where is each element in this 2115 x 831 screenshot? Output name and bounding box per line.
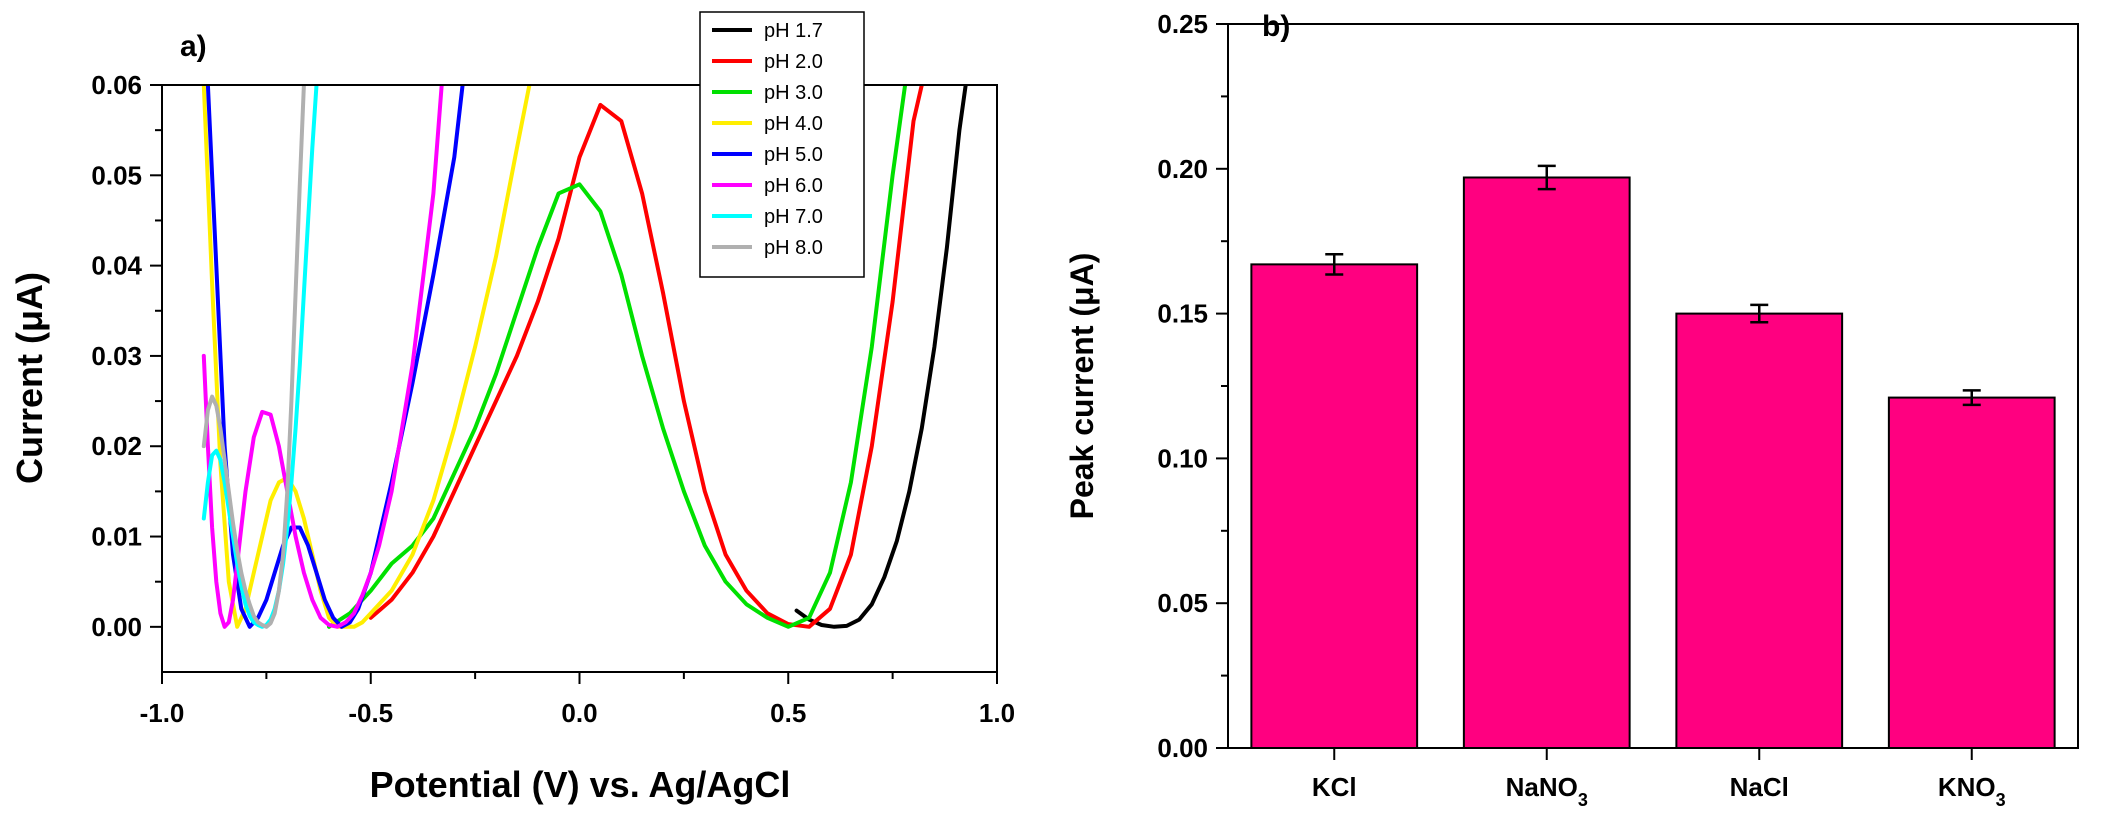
x-tick-label-a: 1.0 xyxy=(979,698,1015,728)
series-line-ph-3-0 xyxy=(327,85,908,629)
legend-entry: pH 7.0 xyxy=(764,206,823,228)
x-tick-label-a: 0.0 xyxy=(561,698,597,728)
legend-a: pH 1.7 pH 2.0 pH 3.0 pH 4.0 pH 5.0 pH 6.0 pH 7… xyxy=(699,11,865,278)
bar xyxy=(1250,263,1419,749)
x-tick-label-b: NaCl xyxy=(1730,772,1789,802)
x-tick-label-a: -0.5 xyxy=(348,698,393,728)
x-tick-label-a: 0.5 xyxy=(770,698,806,728)
series-line-ph-4-0 xyxy=(201,85,532,629)
y-axis-label-a: Current (μA) xyxy=(9,272,50,484)
legend-entry: pH 5.0 xyxy=(764,144,823,166)
y-tick-label-a: 0.02 xyxy=(91,431,142,461)
plot-frame-a xyxy=(161,84,998,673)
y-tick-label-a: 0.00 xyxy=(91,612,142,642)
legend-entry: pH 6.0 xyxy=(764,175,823,197)
bar xyxy=(1675,312,1844,749)
legend-entry: pH 4.0 xyxy=(764,113,823,135)
y-tick-label-a: 0.04 xyxy=(91,251,142,281)
series-line-ph-1-7 xyxy=(794,85,968,629)
y-tick-label-b: 0.05 xyxy=(1157,588,1208,618)
x-tick-label-b: KCl xyxy=(1312,772,1357,802)
legend-entry: pH 1.7 xyxy=(764,20,823,42)
panel-label-a: a) xyxy=(180,30,207,63)
series-group-a xyxy=(201,85,968,629)
bar xyxy=(1462,176,1631,750)
y-tick-label-a: 0.05 xyxy=(91,160,142,190)
legend-entry: pH 3.0 xyxy=(764,82,823,104)
y-tick-label-b: 0.25 xyxy=(1157,9,1208,39)
y-tick-label-a: 0.06 xyxy=(91,70,142,100)
series-line-ph-5-0 xyxy=(205,85,465,629)
y-tick-label-b: 0.00 xyxy=(1157,733,1208,763)
y-tick-label-a: 0.03 xyxy=(91,341,142,371)
series-line-ph-8-0 xyxy=(201,85,306,629)
x-axis-label-a: Potential (V) vs. Ag/AgCl xyxy=(370,764,791,805)
bar xyxy=(1887,396,2056,749)
legend-entry: pH 2.0 xyxy=(764,51,823,73)
y-tick-label-b: 0.10 xyxy=(1157,443,1208,473)
panel-label-b: b) xyxy=(1262,10,1290,43)
x-tick-label-b: NaNO3 xyxy=(1506,772,1588,810)
legend-entry: pH 8.0 xyxy=(764,237,823,259)
bars-group-b xyxy=(1250,164,2056,750)
series-line-ph-2-0 xyxy=(368,85,924,629)
chart-b: b) 0.00 0.05 0.10 0.15 0.20 0.25 KCl NaNO3 NaCl… xyxy=(1064,9,2079,810)
x-tick-label-a: -1.0 xyxy=(140,698,185,728)
x-tick-label-b: KNO3 xyxy=(1938,772,2006,810)
y-axis-label-b: Peak current (μA) xyxy=(1064,253,1100,520)
chart-a: a) -1.0 -0.5 0.0 0.5 1.0 0.00 0.01 0.02 0.03 0.0… xyxy=(9,11,1015,805)
y-tick-label-a: 0.01 xyxy=(91,522,142,552)
legend-box-a xyxy=(699,11,865,278)
series-line-ph-6-0 xyxy=(201,85,444,629)
y-tick-label-b: 0.20 xyxy=(1157,154,1208,184)
y-tick-label-b: 0.15 xyxy=(1157,299,1208,329)
